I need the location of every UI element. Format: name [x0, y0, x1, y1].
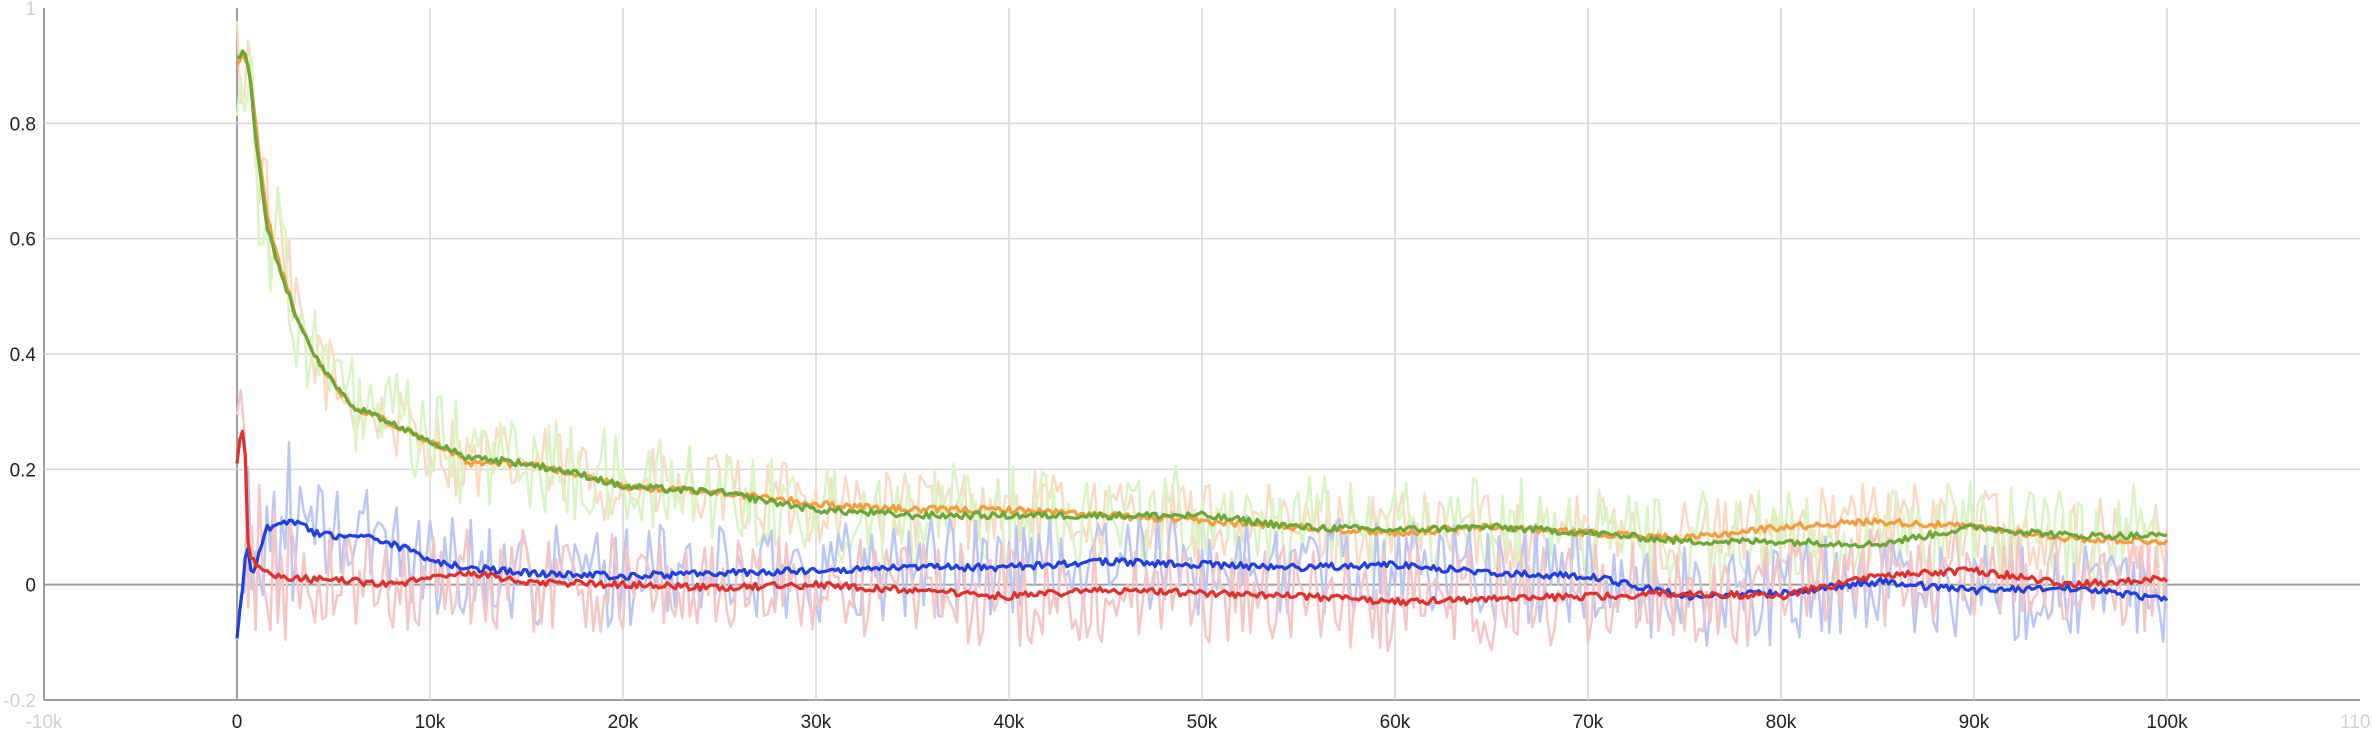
x-tick-label: 70k: [1573, 712, 1604, 733]
y-tick-label: 0.4: [10, 345, 37, 366]
x-tick-label: 20k: [608, 712, 639, 733]
x-tick-label: -10k: [26, 712, 63, 733]
y-tick-label: -0.2: [3, 691, 36, 712]
x-tick-label: 90k: [1959, 712, 1990, 733]
y-tick-label: 0: [25, 576, 36, 597]
y-axis-ticks: -0.2 0 0.2 0.4 0.6 0.8 1: [3, 0, 36, 712]
raw-series-line: [235, 441, 2169, 647]
x-tick-label: 100k: [2146, 712, 2188, 733]
x-tick-label: 50k: [1187, 712, 1218, 733]
y-tick-label: 0.2: [10, 460, 36, 481]
x-tick-label: 40k: [994, 712, 1025, 733]
smoothed-series-line: [236, 49, 2168, 549]
y-tick-label: 0.6: [10, 230, 36, 251]
x-tick-label: 0: [232, 712, 243, 733]
y-tick-label: 1: [25, 0, 36, 20]
y-tick-label: 0.8: [10, 114, 36, 135]
x-tick-label: 80k: [1766, 712, 1797, 733]
smoothed-series-line: [235, 429, 2169, 607]
x-tick-label: 60k: [1380, 712, 1411, 733]
smoothed-series-layer: [235, 49, 2169, 639]
x-tick-label: 110k: [2340, 712, 2372, 733]
x-tick-label: 10k: [415, 712, 446, 733]
x-axis-ticks: -10k 0 10k 20k 30k 40k 50k 60k 70k 80k 90k 100k 110k: [26, 712, 2372, 733]
x-tick-label: 30k: [801, 712, 832, 733]
